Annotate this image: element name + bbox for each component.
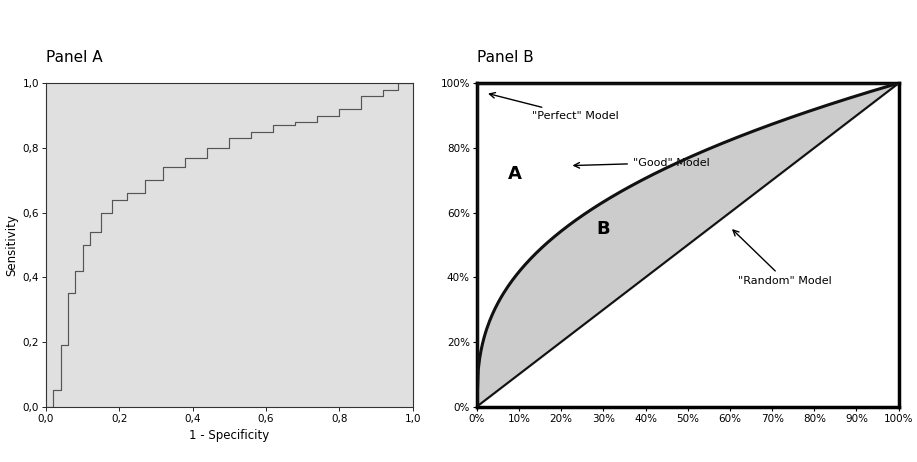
Text: A: A (508, 165, 522, 182)
Text: Panel B: Panel B (477, 50, 534, 65)
Text: "Perfect" Model: "Perfect" Model (490, 92, 618, 121)
Text: "Random" Model: "Random" Model (733, 230, 832, 286)
Text: "Good" Model: "Good" Model (574, 158, 710, 168)
Y-axis label: Sensitivity: Sensitivity (6, 214, 18, 276)
Text: Panel A: Panel A (46, 50, 103, 65)
X-axis label: 1 - Specificity: 1 - Specificity (189, 429, 270, 442)
Text: B: B (597, 220, 610, 237)
